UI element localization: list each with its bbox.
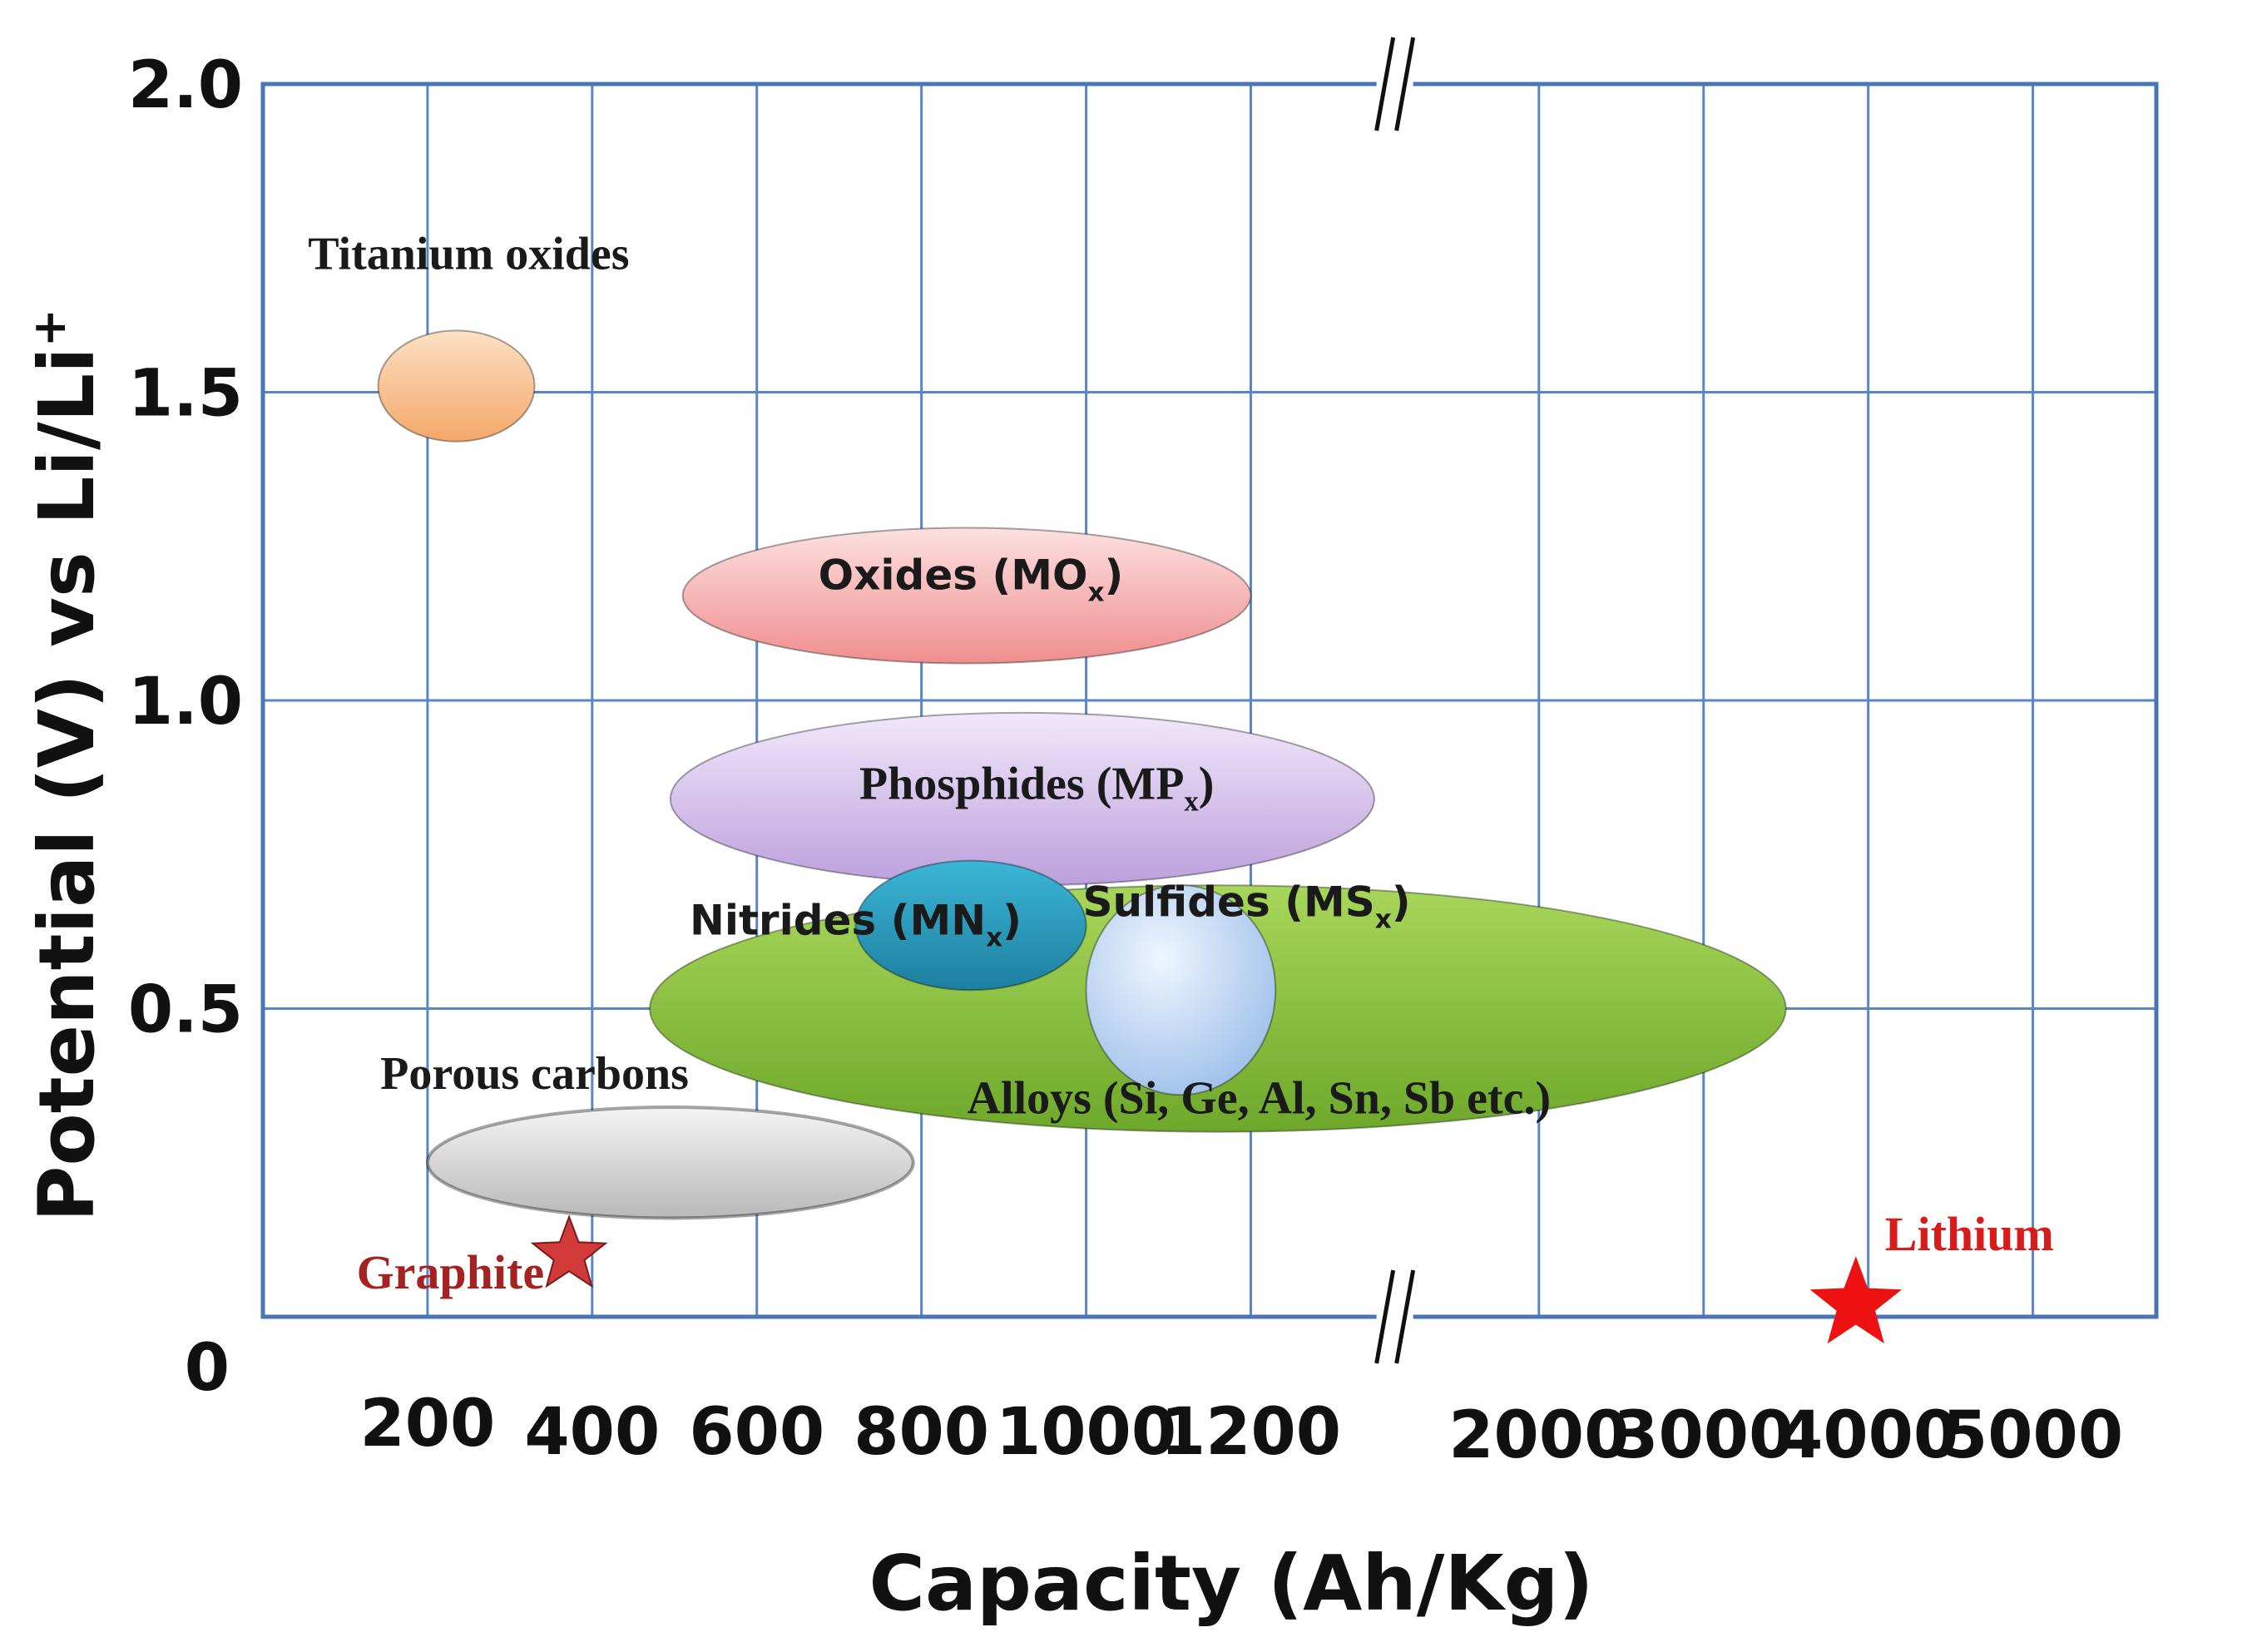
region-label-text: Oxides (MO — [819, 551, 1088, 600]
region-label-text: Porous carbons — [380, 1048, 689, 1100]
x-tick-label-600: 600 — [689, 1395, 824, 1470]
y-axis-title-superscript: + — [23, 309, 77, 347]
x-tick-label-200: 200 — [359, 1387, 495, 1462]
region-label-tail: ) — [1199, 759, 1215, 810]
x-tick-label-1000: 1000 — [996, 1395, 1176, 1470]
x-tick-label-5000: 5000 — [1943, 1398, 2123, 1473]
region-label-text: Sulfides (MS — [1082, 878, 1374, 926]
region-porous-carbons — [425, 1105, 915, 1220]
y-axis-title-main: Potential (V) vs Li/Li — [22, 347, 111, 1222]
y-tick-label-0: 0 — [185, 1331, 230, 1406]
x-axis-title: Capacity (Ah/Kg) — [869, 1539, 1593, 1628]
region-label-oxides: Oxides (MOx) — [819, 551, 1124, 608]
y-tick-label-0.5: 0.5 — [128, 973, 243, 1048]
star-graphite — [530, 1214, 608, 1288]
region-nitrides — [854, 859, 1087, 992]
y-tick-label-1.0: 1.0 — [128, 665, 243, 739]
axis-break-mask-0 — [1376, 36, 1413, 132]
axis-break-mask-1 — [1376, 1269, 1413, 1365]
region-label-tail: ) — [1002, 897, 1022, 945]
axis-break-mark-1-0 — [1374, 1269, 1396, 1364]
x-tick-label-4000: 4000 — [1778, 1398, 1958, 1473]
region-label-alloys: Alloys (Si, Ge, Al, Sn, Sb etc.) — [968, 1072, 1552, 1124]
region-label-tail: ) — [1392, 878, 1411, 926]
y-tick-label-1.5: 1.5 — [128, 357, 243, 432]
region-label-subscript: x — [986, 923, 1002, 953]
point-label-graphite: Graphite — [357, 1245, 545, 1299]
region-label-text: Phosphides (MP — [859, 759, 1185, 810]
region-label-titanium-oxides: Titanium oxides — [308, 228, 629, 279]
region-label-subscript: x — [1375, 904, 1392, 934]
grid — [263, 84, 2156, 1317]
y-axis-title: Potential (V) vs Li/Li+ — [22, 309, 111, 1222]
region-titanium-oxides — [377, 329, 536, 443]
x-tick-label-400: 400 — [524, 1395, 660, 1470]
plot-border — [260, 82, 2159, 1319]
axis-break-mark-1-1 — [1394, 1269, 1416, 1364]
axis-break-mark-0-0 — [1374, 37, 1396, 131]
reference-points: Graphite Lithium — [357, 1207, 2054, 1344]
point-label-lithium: Lithium — [1885, 1207, 2054, 1261]
star-lithium — [1809, 1256, 1902, 1344]
region-label-subscript: x — [1088, 578, 1105, 608]
region-label-subscript: x — [1184, 785, 1199, 818]
x-tick-label-3000: 3000 — [1613, 1398, 1794, 1473]
x-tick-label-2000: 2000 — [1448, 1398, 1629, 1473]
region-label-phosphides: Phosphides (MPx) — [859, 759, 1215, 818]
region-label-nitrides: Nitrides (MNx) — [690, 897, 1022, 953]
region-oxides — [681, 527, 1252, 665]
region-label-text: Alloys (Si, Ge, Al, Sn, Sb etc.) — [968, 1072, 1552, 1124]
region-label-porous-carbons: Porous carbons — [380, 1048, 689, 1100]
y-tick-labels: 0 0.5 1.0 1.5 2.0 — [128, 48, 243, 1406]
axis-break-mark-0-1 — [1394, 37, 1416, 131]
region-label-text: Nitrides (MN — [690, 897, 986, 945]
region-label-text: Titanium oxides — [308, 228, 629, 279]
region-label-sulfides: Sulfides (MSx) — [1082, 878, 1410, 934]
x-tick-label-800: 800 — [854, 1395, 989, 1470]
y-tick-label-2.0: 2.0 — [128, 48, 243, 123]
region-sulfides — [1085, 884, 1277, 1096]
axis-breaks — [1374, 36, 1416, 1365]
plot-frame — [260, 82, 2159, 1319]
region-label-tail: ) — [1105, 551, 1124, 600]
x-tick-label-1200: 1200 — [1161, 1395, 1341, 1470]
